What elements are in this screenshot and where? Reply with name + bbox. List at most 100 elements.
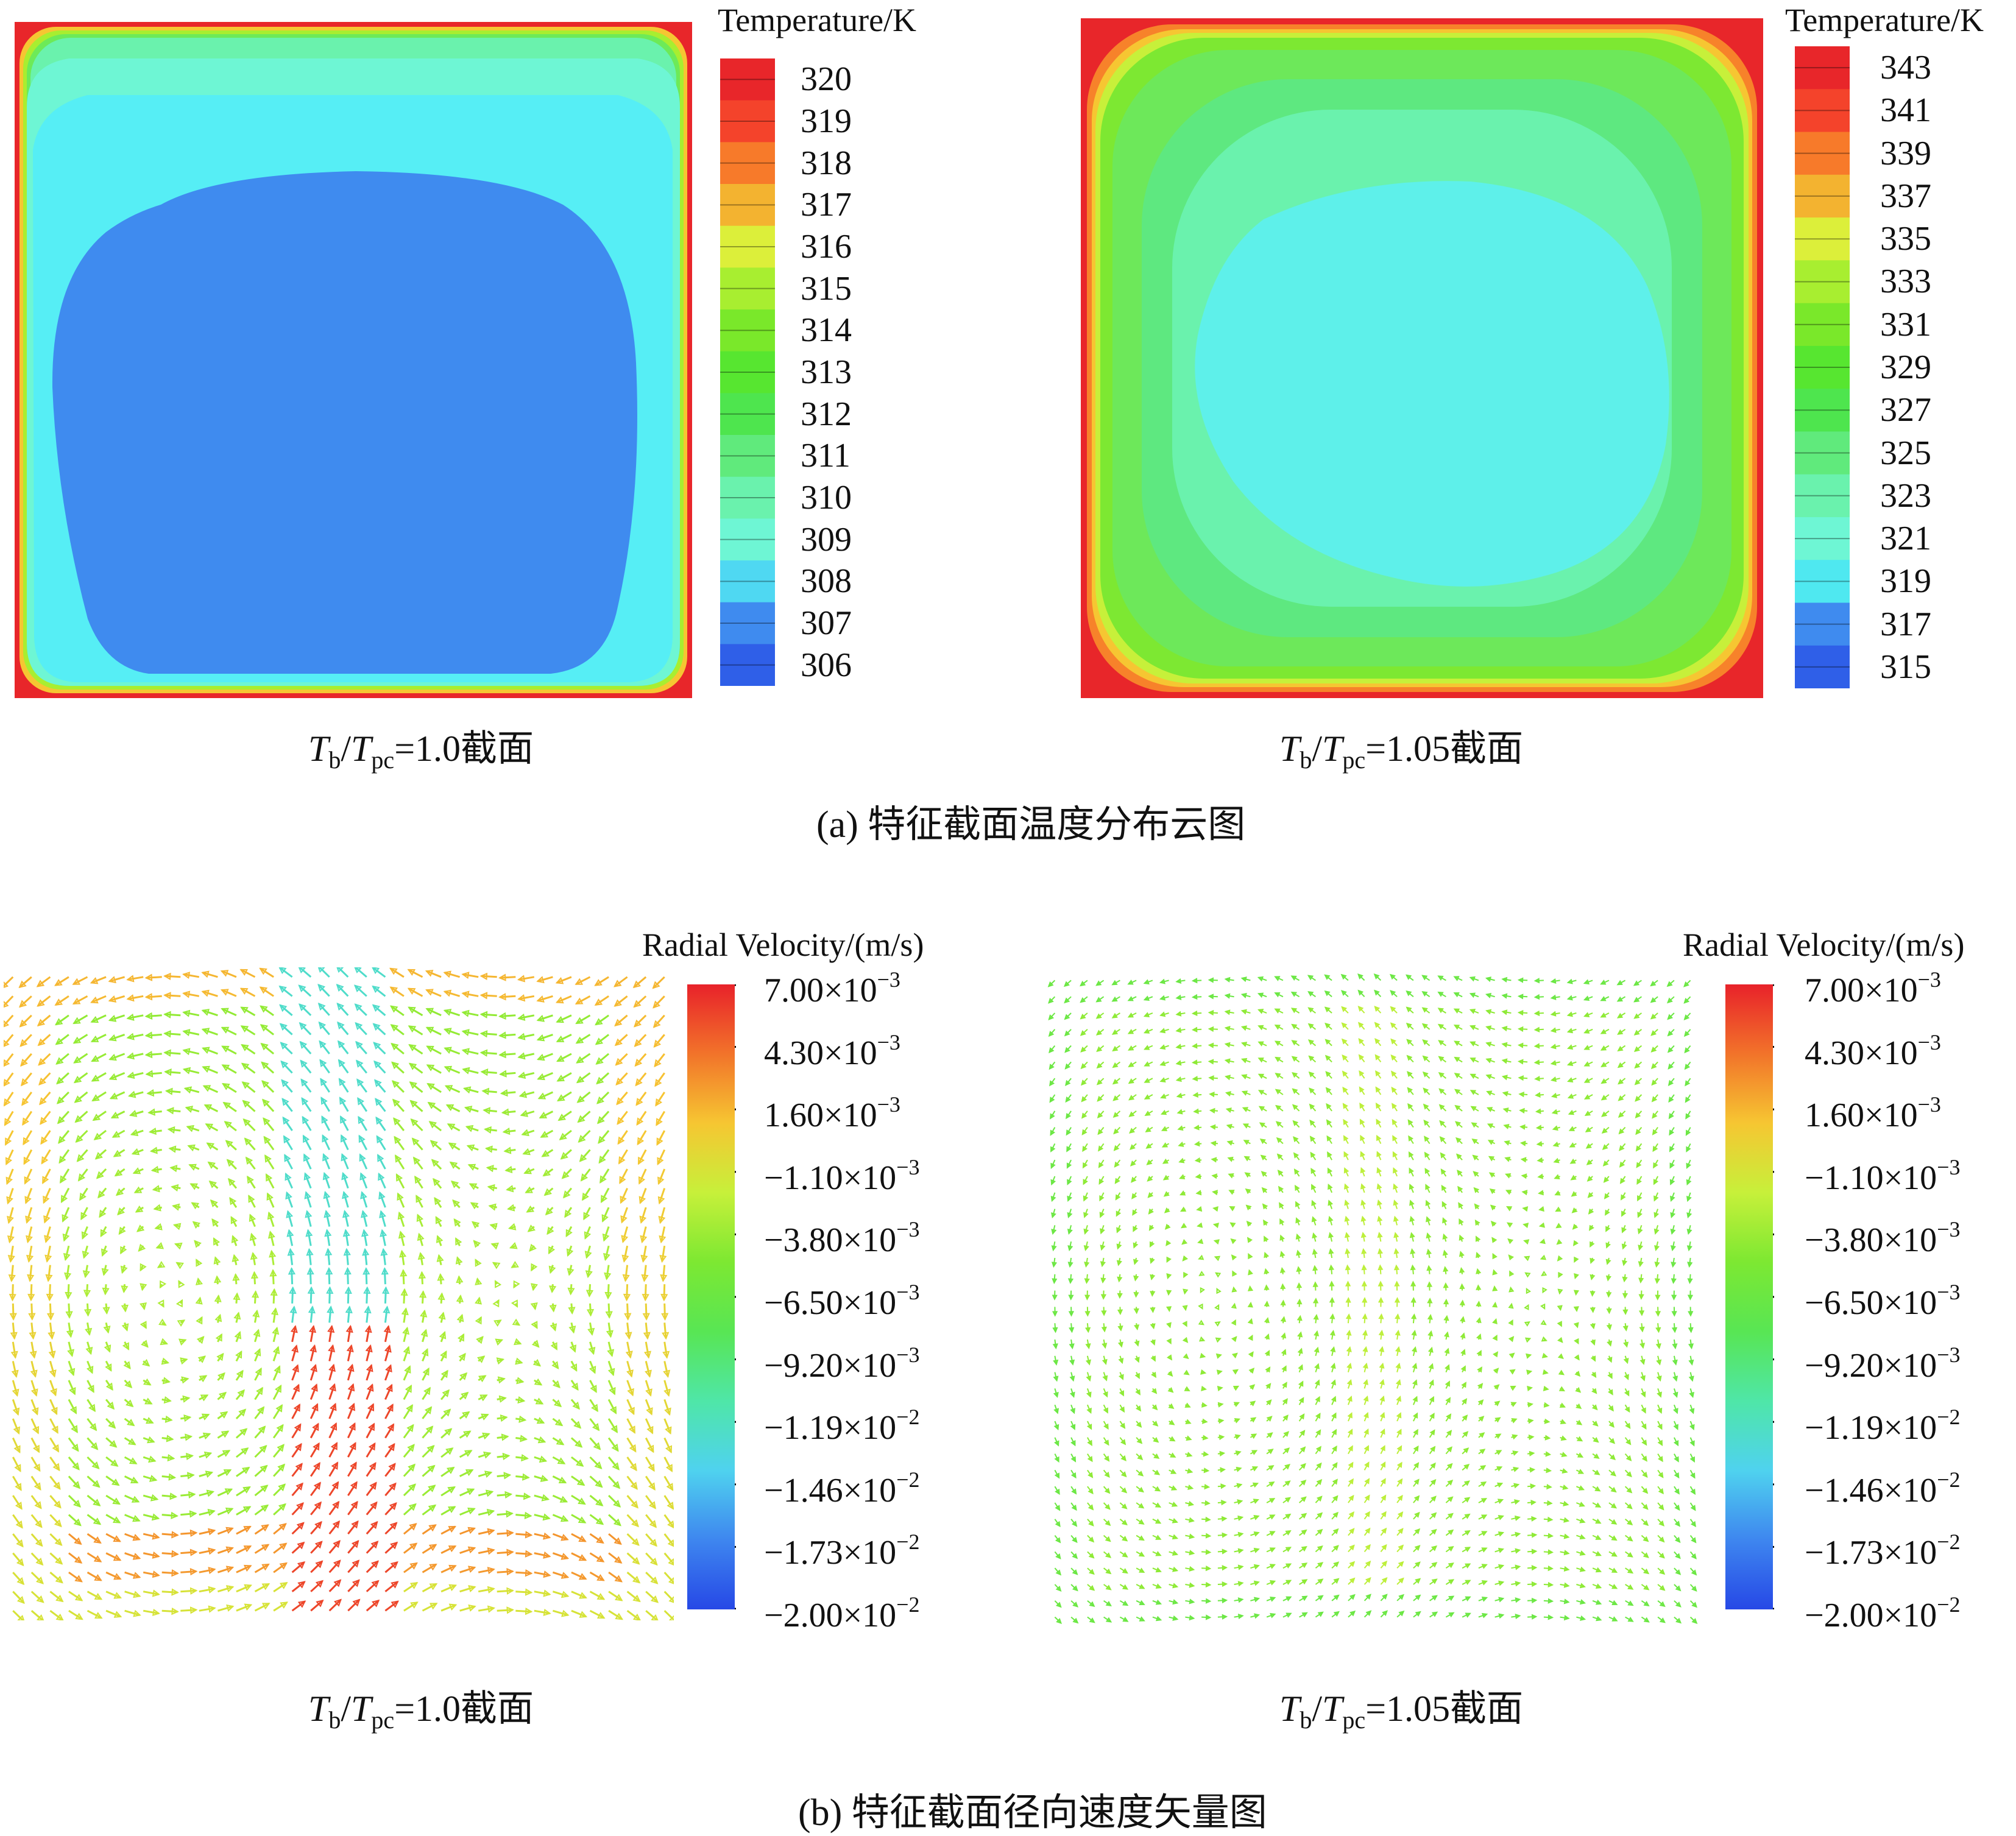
legend-tick-label: 309 [801,523,852,557]
velocity-arrowhead [1084,1213,1088,1217]
caption-subscript: pc [1342,746,1365,774]
velocity-arrowhead [1299,1349,1303,1354]
velocity-arrowhead [1527,1289,1530,1293]
velocity-arrowhead [1150,1259,1154,1263]
velocity-arrowhead [1641,1360,1644,1364]
velocity-arrowhead [1236,1451,1240,1455]
velocity-arrowhead [1265,1253,1268,1257]
velocity-arrowhead [1690,1393,1694,1397]
velocity-arrowhead [1625,1358,1629,1363]
caption-symbol: T [1279,729,1300,769]
velocity-arrowhead [1167,1323,1171,1327]
colorbar-gradient [687,984,735,1609]
legend-tick-label: 315 [801,272,852,306]
velocity-arrowhead [1068,1213,1072,1217]
legend-tick-label: 325 [1880,436,1931,470]
velocity-arrowhead [1413,1380,1417,1385]
colorbar-temperature-right [1795,46,1850,688]
velocity-arrowhead [1394,1185,1398,1189]
velocity-arrowhead [1103,1360,1107,1364]
velocity-arrowhead [1216,1273,1220,1277]
velocity-arrowhead [1200,1321,1204,1324]
velocity-arrowhead [1088,1393,1091,1397]
velocity-arrowhead [1071,1393,1075,1397]
velocity-arrowhead [1161,1029,1165,1033]
velocity-vector [366,1268,367,1284]
velocity-arrowhead [1215,1305,1218,1310]
tick-mantissa: 7.00 [764,972,824,1009]
velocity-arrowhead [1410,1201,1413,1206]
tick-mantissa: −2.00 [764,1597,843,1634]
velocity-arrowhead [1542,1272,1546,1276]
velocity-arrowhead [1179,1126,1183,1130]
velocity-arrowhead [1052,1196,1055,1201]
velocity-arrowhead [1639,1246,1643,1250]
velocity-arrowhead [1348,1380,1352,1385]
legend-tick-label: −2.00×10−2 [764,1594,920,1633]
velocity-arrowhead [1505,1141,1509,1145]
velocity-arrowhead [1487,1059,1491,1062]
velocity-arrowhead [1068,1196,1072,1201]
velocity-arrowhead [1638,1229,1642,1234]
legend-tick-label: 316 [801,230,852,264]
velocity-arrowhead [1179,1143,1183,1146]
velocity-arrowhead [1378,1201,1381,1205]
velocity-arrowhead [1161,1045,1165,1049]
legend-tick-label: 7.00×10−3 [764,969,900,1008]
velocity-arrowhead [1526,1322,1530,1326]
caption-symbol: T [1322,729,1342,769]
velocity-arrowhead [1658,1393,1661,1397]
velocity-arrowhead [1688,1213,1691,1218]
legend-tick-label: 314 [801,313,852,347]
velocity-arrowhead [1199,1304,1202,1308]
tick-mantissa: −6.50 [764,1284,843,1322]
velocity-arrowhead [1477,1335,1481,1339]
velocity-arrowhead [1055,1393,1058,1397]
legend-tick-label: 337 [1880,179,1931,213]
tick-mantissa: −1.10 [764,1159,843,1197]
legend-tick-label: 312 [801,397,852,431]
tick-mantissa: −1.19 [764,1409,843,1447]
velocity-arrowhead [1505,1125,1509,1128]
velocity-arrowhead [1394,1201,1398,1205]
velocity-arrowhead [1543,1288,1546,1293]
velocity-arrowhead [1553,1110,1557,1114]
velocity-arrowhead [1117,1245,1121,1249]
velocity-arrowhead [1443,1235,1447,1239]
velocity-arrowhead [1690,1409,1694,1413]
legend-tick-label: 308 [801,564,852,598]
velocity-arrowhead [1201,1288,1204,1293]
velocity-arrowhead [1242,1059,1247,1062]
tick-times-ten: ×10 [824,1096,877,1134]
vector-arrows [4,967,674,1620]
velocity-arrowhead [1569,1095,1573,1098]
velocity-arrowhead [1671,1213,1675,1217]
caption-symbol: T [308,729,328,769]
velocity-arrowhead [1315,1365,1319,1369]
tick-exponent: −3 [896,1155,919,1179]
legend-tick-label: 333 [1880,264,1931,298]
velocity-arrowhead [1429,1365,1433,1369]
tick-exponent: −3 [877,1092,900,1117]
velocity-arrowhead [1674,1409,1678,1413]
velocity-arrowhead [1200,1272,1204,1276]
velocity-arrowhead [1265,1335,1269,1339]
panel-a-caption: (a) 特征截面温度分布云图 [816,793,1245,848]
velocity-arrowhead [1101,1246,1105,1250]
velocity-arrowhead [1504,1108,1508,1112]
velocity-arrowhead [1574,1274,1578,1278]
velocity-arrowhead [1248,1271,1252,1275]
velocity-arrowhead [1378,1185,1381,1189]
legend-tick-label: −1.10×10−3 [764,1156,920,1195]
velocity-vector [385,1288,386,1304]
colorbar-velocity-left [687,984,736,1609]
velocity-arrowhead [1381,1397,1384,1401]
velocity-arrowhead [1655,1213,1658,1217]
legend-tick-label: 317 [1880,607,1931,641]
velocity-arrowhead [1332,1380,1335,1385]
legend-tick-label: 343 [1880,51,1931,85]
velocity-vector [384,1268,385,1284]
velocity-arrowhead [1296,1235,1300,1239]
legend-title-temperature-right: Temperature/K [1785,1,1984,39]
tick-times-ten: ×10 [824,1034,877,1072]
